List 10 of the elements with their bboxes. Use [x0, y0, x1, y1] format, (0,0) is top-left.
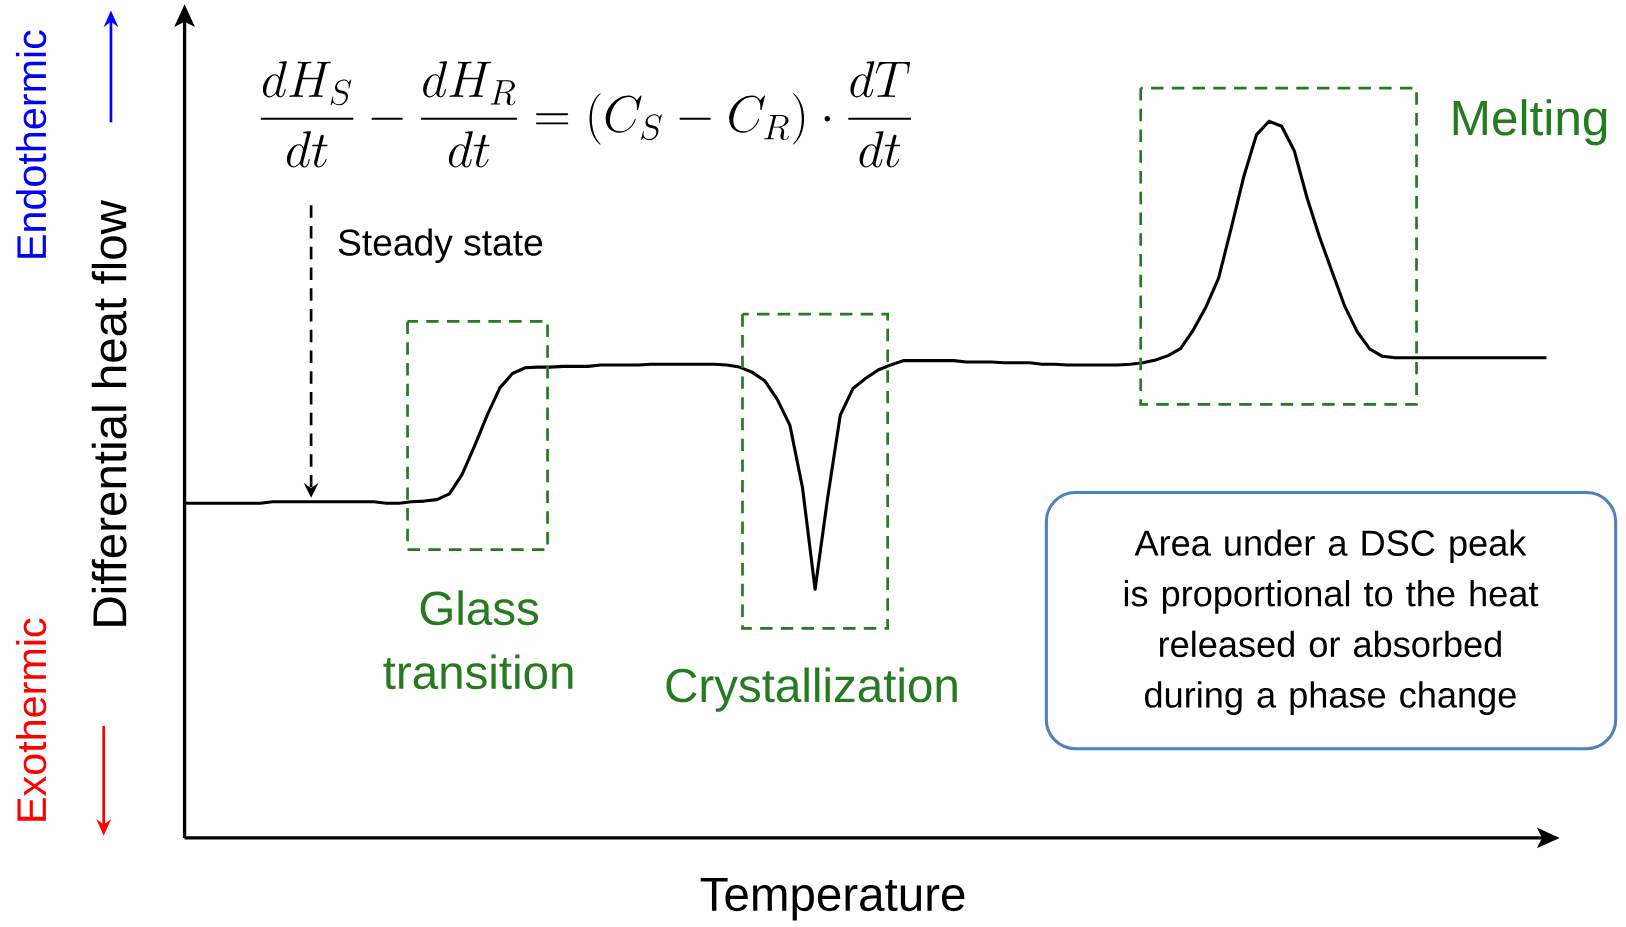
annotation: Glass transition — [383, 590, 573, 690]
annotation: Steady state — [338, 228, 543, 263]
annotation: Melting — [1453, 98, 1607, 146]
y-axis-title: Differential heat flow — [91, 199, 127, 626]
text: Exothermic — [15, 618, 47, 821]
annotation: Area under a DSC peak is proportional to the heat released or absorbed during a phase change — [1124, 529, 1539, 715]
text: Endothermic — [15, 30, 47, 258]
x-axis-title: Temperature — [700, 877, 965, 921]
annotation: Crystallization — [666, 667, 957, 712]
annotation: $\frac{dH_S}{dt}-\frac{dH_R}{dt}=\left(C_S-C_R\right)\cdot\frac{dT}{dt}$ — [260, 60, 911, 168]
